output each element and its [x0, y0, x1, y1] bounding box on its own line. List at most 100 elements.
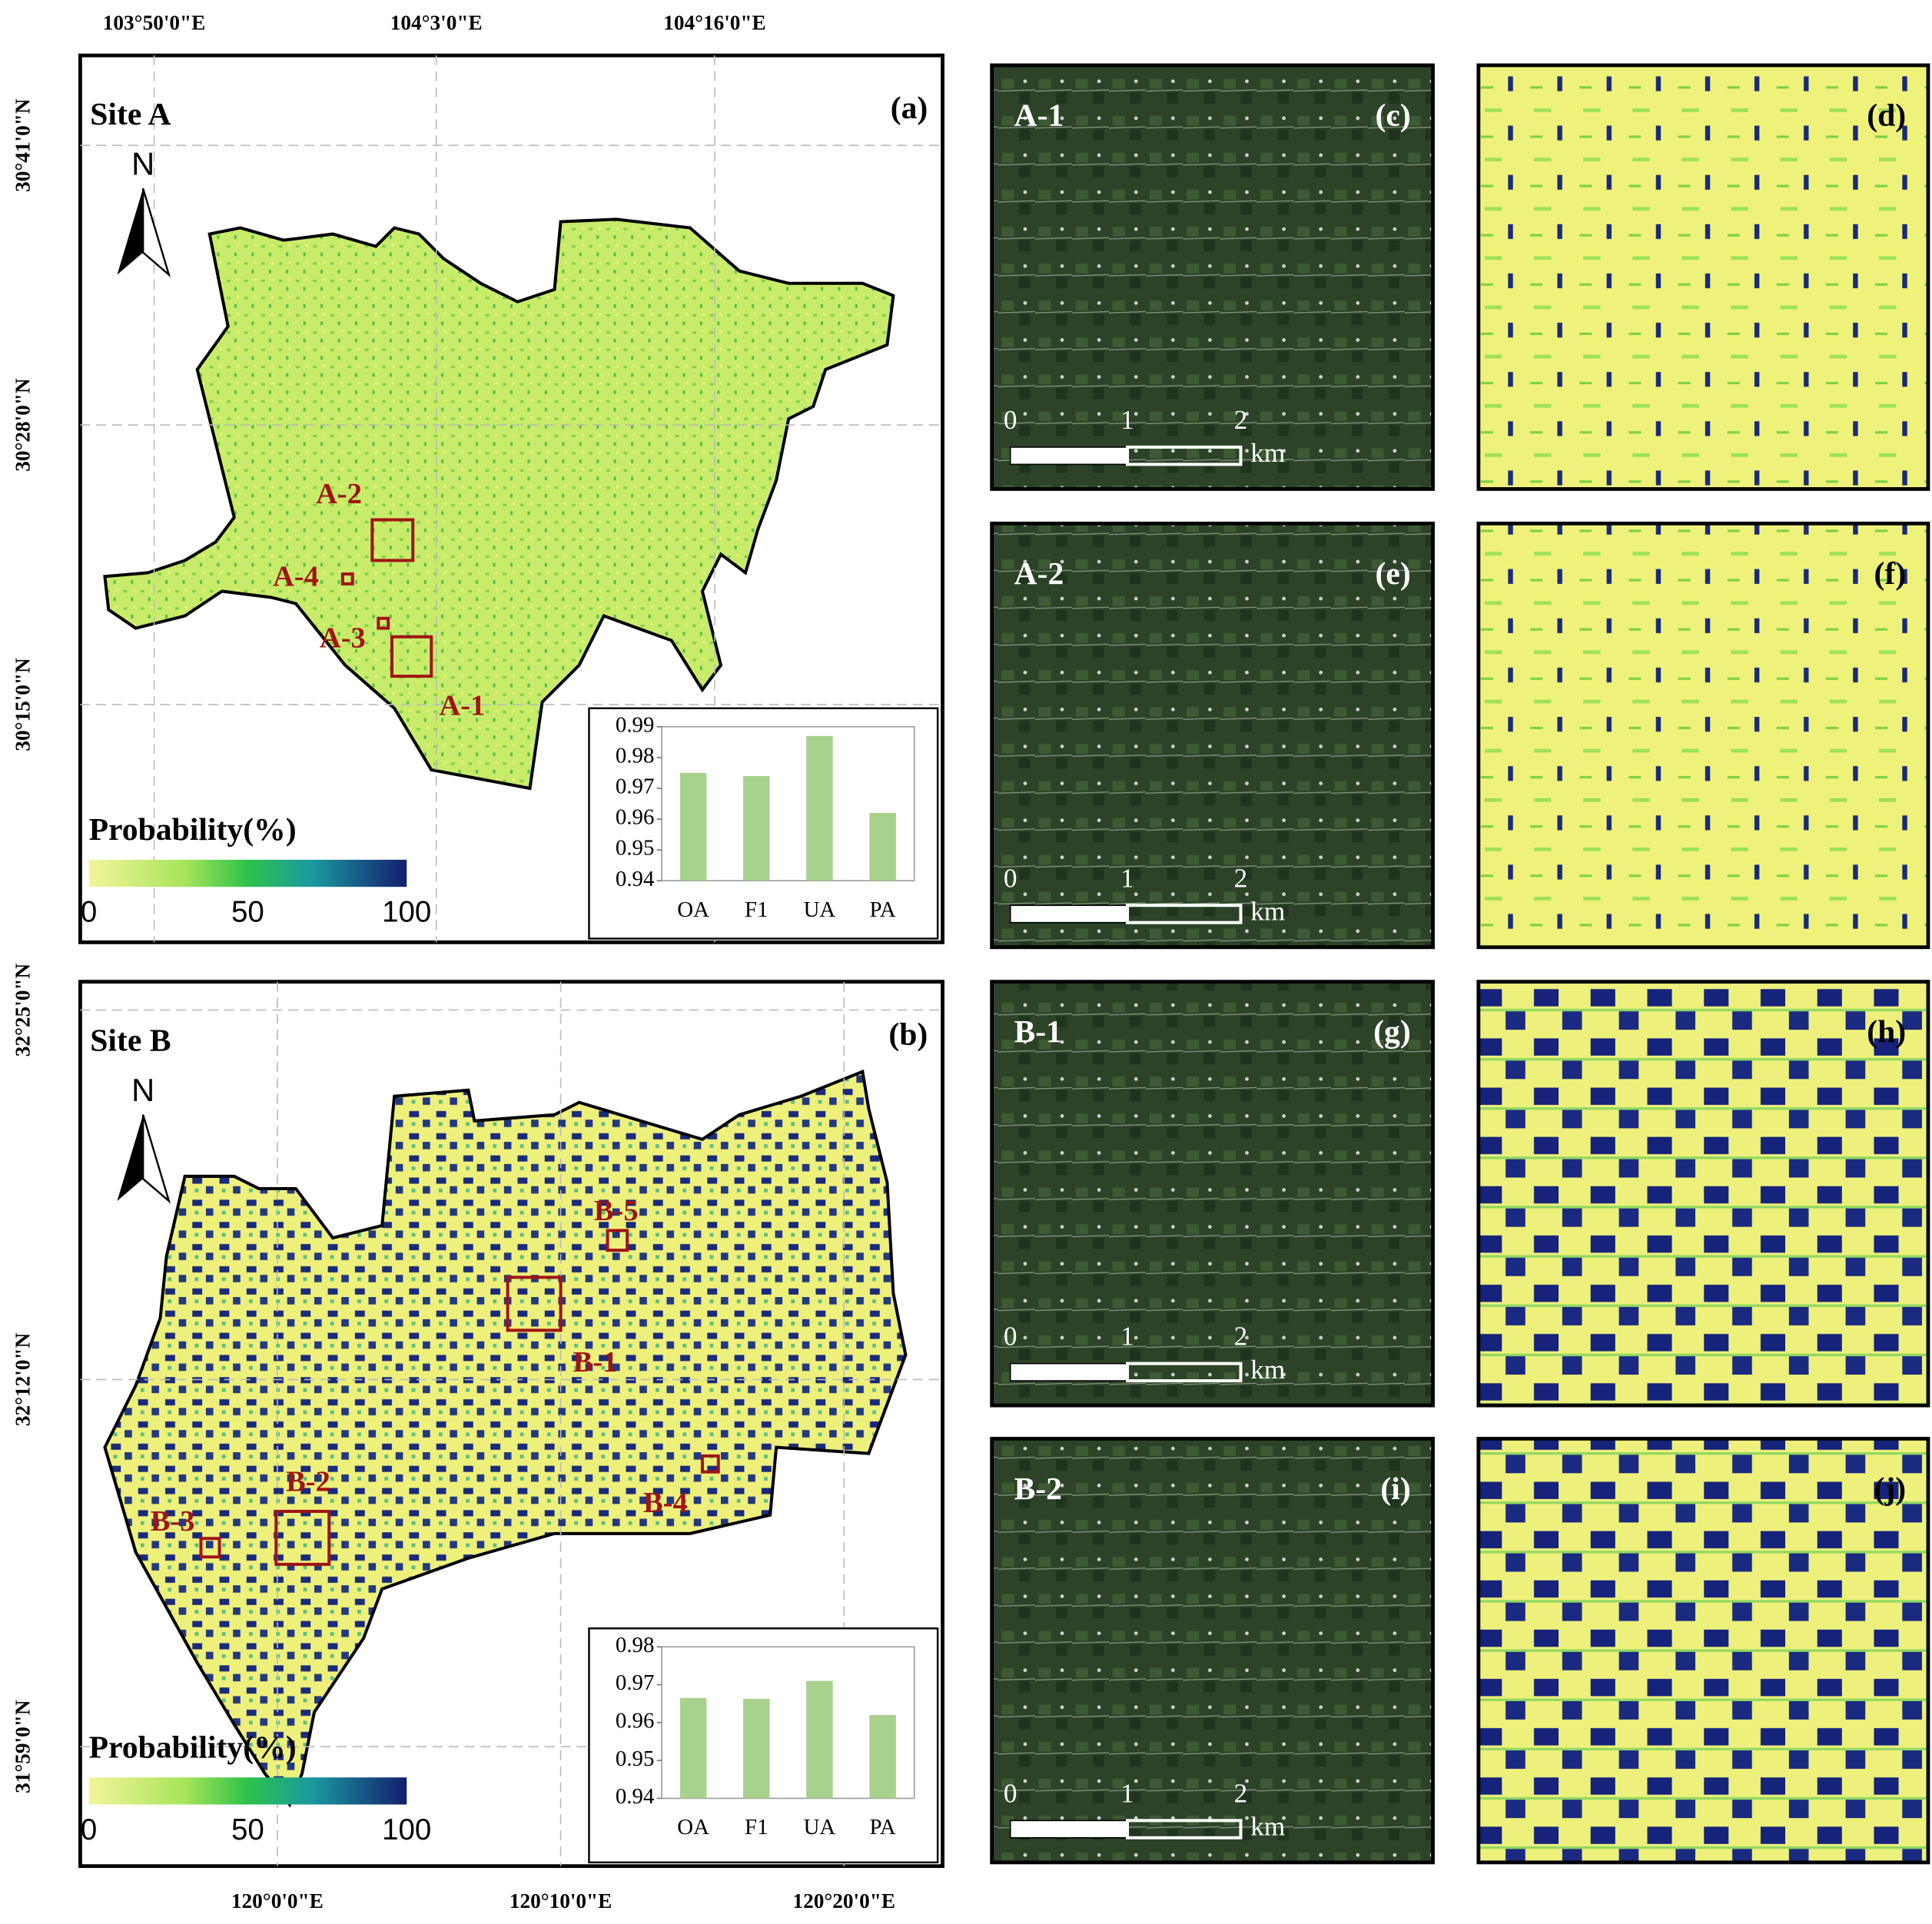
y-tick-label: 0.95: [616, 836, 654, 861]
panel-frame: [78, 980, 944, 1869]
scale-bar: [1009, 1820, 1128, 1839]
inset-plot-area: [661, 726, 915, 881]
scale-unit: km: [1250, 1355, 1285, 1385]
colorbar-tick: 50: [231, 1813, 264, 1846]
site-b-outline: [103, 1069, 908, 1808]
scale-tick: 0: [1004, 405, 1017, 435]
scale-tick: 2: [1234, 405, 1248, 435]
panel-label: (b): [888, 1017, 928, 1052]
lon-label: 120°0'0"E: [231, 1889, 324, 1912]
zoom-box: [377, 616, 390, 630]
lat-label: 31°59'0"N: [12, 1700, 35, 1793]
lat-label: 32°12'0"N: [12, 1332, 35, 1426]
zoom-image: [990, 63, 1435, 491]
colorbar: [88, 859, 407, 887]
scale-tick: 1: [1120, 1322, 1134, 1352]
zoom-label: (d): [1867, 98, 1906, 133]
colorbar-tick: 100: [382, 896, 431, 929]
bar: [743, 775, 770, 881]
zoom-label: (c): [1375, 98, 1410, 133]
colorbar-tick: 0: [81, 1813, 97, 1846]
y-tick-label: 0.98: [616, 744, 654, 768]
panel-frame: [78, 53, 944, 944]
zoom-image: [1476, 980, 1930, 1408]
lon-label: 104°3'0"E: [390, 11, 483, 34]
scale-tick: 2: [1234, 863, 1248, 893]
y-tick-label: 0.97: [616, 775, 654, 799]
x-tick-label: UA: [804, 1815, 836, 1839]
north-arrow: [141, 187, 171, 278]
scale-tick: 1: [1120, 405, 1134, 435]
zoom-image: [990, 980, 1435, 1408]
scale-bar: [1125, 1819, 1243, 1839]
scale-tick: 0: [1004, 1778, 1017, 1808]
y-tick-label: 0.97: [616, 1670, 654, 1695]
scale-bar: [1009, 1362, 1128, 1382]
lat-label: 30°28'0"N: [12, 378, 35, 472]
bar: [679, 772, 707, 881]
north-label: N: [131, 1072, 154, 1108]
lat-label: 30°15'0"N: [12, 658, 35, 751]
scale-tick: 2: [1234, 1322, 1248, 1352]
site-a-outline: [103, 217, 895, 791]
bar: [806, 1680, 833, 1799]
scale-bar: [1009, 904, 1128, 924]
scale-bar: [1009, 446, 1128, 466]
y-tick-label: 0.96: [616, 805, 654, 830]
zoom-box: [370, 518, 415, 562]
zoom-image: [1476, 63, 1930, 491]
y-tick-label: 0.94: [616, 1784, 654, 1809]
x-tick-label: PA: [869, 1815, 895, 1839]
colorbar-tick: 100: [382, 1813, 431, 1846]
y-tick-label: 0.94: [616, 867, 654, 891]
colorbar-tick: 0: [81, 896, 97, 929]
x-tick-label: PA: [869, 897, 895, 922]
zoom-image: [990, 1436, 1435, 1865]
north-arrow: [117, 188, 144, 275]
north-arrow: [117, 1114, 144, 1201]
zoom-image: [990, 521, 1435, 950]
x-tick-label: OA: [677, 1815, 709, 1839]
zoom-box-label: B-5: [594, 1195, 639, 1227]
north-arrow: [141, 1114, 171, 1204]
scale-bar: [1125, 904, 1243, 924]
legend-title: Probability(%): [89, 812, 297, 848]
bar: [869, 813, 896, 881]
x-tick-label: F1: [745, 1815, 768, 1839]
scale-tick: 1: [1120, 1778, 1134, 1808]
scale-unit: km: [1250, 1812, 1285, 1842]
zoom-label: (g): [1373, 1014, 1411, 1050]
zoom-box-label: B-3: [151, 1505, 195, 1538]
scale-tick: 0: [1004, 863, 1017, 893]
zoom-image: [1476, 1436, 1930, 1865]
colorbar-tick: 50: [231, 896, 264, 929]
scale-unit: km: [1250, 897, 1285, 927]
lon-label: 104°16'0"E: [663, 11, 766, 34]
scale-unit: km: [1250, 438, 1285, 468]
zoom-name: A-2: [1014, 556, 1064, 592]
scale-tick: 0: [1004, 1322, 1017, 1352]
site-title: Site B: [90, 1023, 171, 1058]
bar: [743, 1698, 770, 1799]
zoom-label: (j): [1874, 1471, 1907, 1507]
site-title: Site A: [90, 97, 171, 132]
zoom-box: [274, 1509, 331, 1566]
lon-label: 120°20'0"E: [793, 1889, 896, 1912]
lon-label: 120°10'0"E: [510, 1889, 612, 1912]
zoom-box-label: A-1: [439, 690, 485, 722]
y-tick-label: 0.98: [616, 1633, 654, 1657]
bar: [869, 1715, 896, 1799]
scale-tick: 1: [1120, 863, 1134, 893]
zoom-box: [506, 1275, 563, 1332]
north-label: N: [131, 145, 154, 181]
zoom-box: [700, 1454, 720, 1474]
zoom-box-label: A-4: [273, 560, 319, 592]
bar: [806, 735, 833, 881]
panel-label: (a): [891, 91, 928, 126]
zoom-name: B-2: [1014, 1471, 1062, 1507]
x-tick-label: OA: [677, 897, 709, 922]
x-tick-label: UA: [804, 897, 836, 922]
zoom-box-label: B-2: [286, 1466, 330, 1498]
